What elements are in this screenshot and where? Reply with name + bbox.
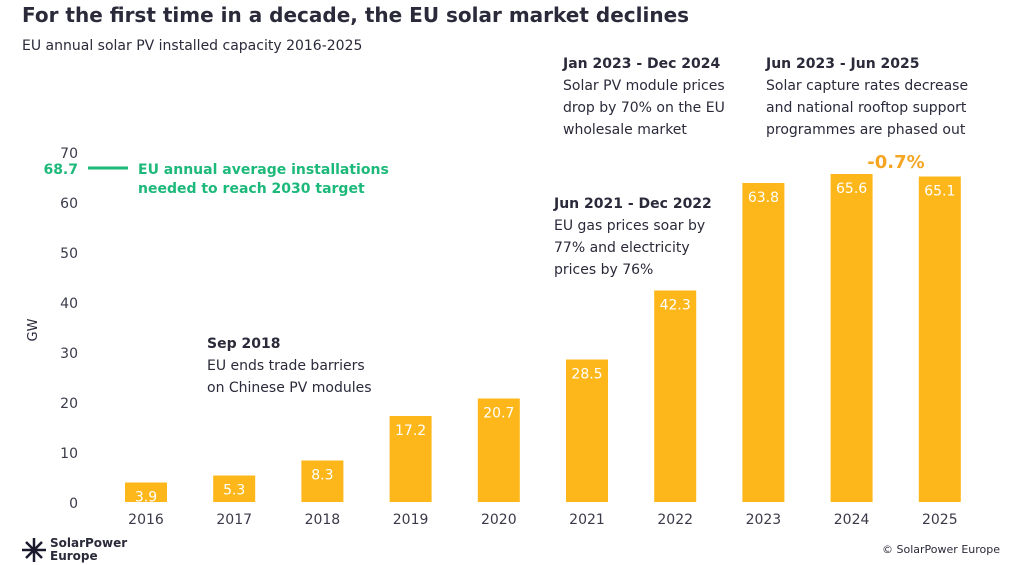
x-tick-label: 2025 [922,512,958,528]
y-tick-label: 70 [60,146,78,162]
x-tick-label: 2018 [305,512,341,528]
bar-value-label: 42.3 [660,298,691,314]
target-value-label: 68.7 [43,162,78,178]
bar [389,416,432,502]
annotation-text: EU gas prices soar by [554,218,705,234]
y-tick-label: 60 [60,196,78,212]
annotation-text: drop by 70% on the EU [563,100,725,116]
target-label: EU annual average installations [138,162,389,178]
bar-value-label: 65.6 [836,181,867,197]
annotation-text: wholesale market [563,122,687,138]
solarpower-logo: SolarPower Europe [22,536,127,563]
annotation-text: Solar capture rates decrease [766,78,968,94]
bar [918,176,961,502]
change-label: -0.7% [867,152,924,173]
annotation-title: Sep 2018 [207,336,280,352]
x-tick-label: 2017 [216,512,252,528]
y-tick-label: 20 [60,396,78,412]
bar [213,475,256,502]
bar [125,482,167,502]
target-label: needed to reach 2030 target [138,181,365,197]
y-axis-label: GW [26,318,41,341]
bar [301,460,344,502]
bar [654,290,697,502]
y-tick-label: 40 [60,296,78,312]
bar-value-label: 20.7 [483,406,514,422]
chart-subtitle: EU annual solar PV installed capacity 20… [22,38,362,54]
sun-icon [22,538,46,562]
x-tick-label: 2020 [481,512,517,528]
x-tick-label: 2022 [657,512,693,528]
annotation-text: and national rooftop support [766,100,967,116]
bar [830,174,873,502]
annotation-text: programmes are phased out [766,122,966,138]
x-tick-label: 2016 [128,512,164,528]
bar-value-label: 17.2 [395,423,426,439]
logo-line-2: Europe [50,549,98,563]
chart-title: For the first time in a decade, the EU s… [22,3,689,27]
annotation-title: Jun 2023 - Jun 2025 [765,56,920,72]
logo-line-1: SolarPower [50,536,127,550]
annotation-text: 77% and electricity [554,240,690,256]
annotation-text: on Chinese PV modules [207,380,372,396]
annotation-title: Jan 2023 - Dec 2024 [562,56,721,72]
annotation-text: Solar PV module prices [563,78,725,94]
bar-value-label: 28.5 [571,367,602,383]
y-tick-label: 10 [60,446,78,462]
x-tick-label: 2023 [746,512,782,528]
y-tick-label: 50 [60,246,78,262]
x-tick-label: 2021 [569,512,605,528]
bar-value-label: 65.1 [924,184,955,200]
annotation-text: EU ends trade barriers [207,358,365,374]
bar [742,183,785,502]
y-tick-label: 30 [60,346,78,362]
x-tick-label: 2024 [834,512,870,528]
y-tick-label: 0 [69,496,78,512]
x-tick-label: 2019 [393,512,429,528]
annotation-text: prices by 76% [554,262,653,278]
annotation-title: Jun 2021 - Dec 2022 [553,196,712,212]
bar-value-label: 8.3 [311,468,333,484]
bar [477,398,520,502]
bar-value-label: 63.8 [748,190,779,206]
bar-value-label: 5.3 [223,483,245,499]
bar-value-label: 3.9 [135,490,157,506]
copyright: © SolarPower Europe [882,543,1000,556]
bar [566,359,608,502]
